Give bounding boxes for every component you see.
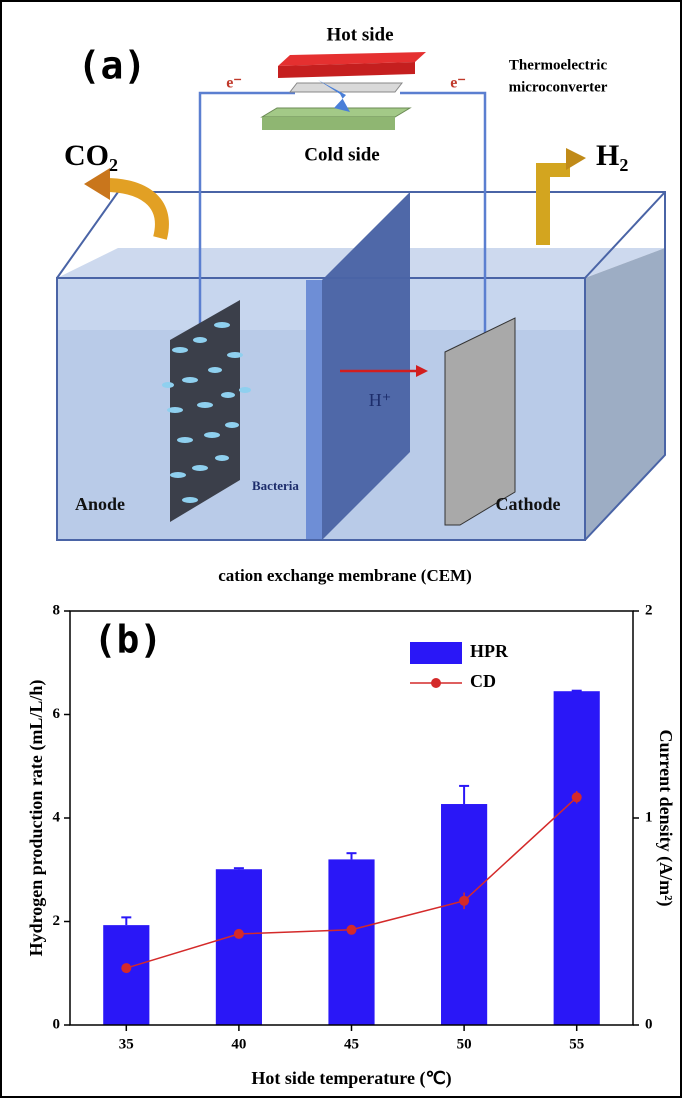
y-tick-label: 0 (53, 1016, 61, 1032)
label: Bacteria (252, 478, 299, 493)
label: e⁻ (450, 75, 466, 92)
legend-label: CD (470, 671, 496, 691)
label: Thermoelectric (509, 57, 608, 73)
label: Cold side (304, 144, 380, 165)
panel-label: (b) (94, 618, 163, 662)
point (234, 929, 244, 939)
element (290, 83, 402, 92)
label: Cathode (495, 494, 560, 514)
panel-label: (a) (78, 44, 147, 88)
cold-plate (262, 108, 410, 117)
label: Hot side (326, 24, 393, 45)
legend-swatch (410, 642, 462, 664)
legend-label: HPR (470, 641, 509, 661)
x-axis-label: Hot side temperature (℃) (251, 1068, 451, 1089)
x-tick-label: 35 (119, 1036, 134, 1052)
point (347, 925, 357, 935)
caption: cation exchange membrane (CEM) (218, 566, 472, 585)
label: microconverter (509, 79, 608, 95)
legend-marker (431, 678, 441, 688)
x-tick-label: 50 (457, 1036, 472, 1052)
y-tick-label: 8 (53, 602, 61, 618)
point (121, 963, 131, 973)
y2-tick-label: 0 (645, 1016, 653, 1032)
y-axis-label: Hydrogen production rate (mL/L/h) (26, 680, 47, 957)
bar (441, 804, 487, 1025)
label: Anode (75, 494, 125, 514)
x-tick-label: 45 (344, 1036, 359, 1052)
y-tick-label: 2 (53, 913, 61, 929)
cold-plate-side (262, 117, 395, 130)
y-tick-label: 6 (53, 706, 61, 722)
y2-tick-label: 1 (645, 809, 653, 825)
bar (216, 869, 262, 1025)
x-tick-label: 55 (569, 1036, 584, 1052)
y2-tick-label: 2 (645, 602, 653, 618)
point (459, 896, 469, 906)
x-tick-label: 40 (231, 1036, 246, 1052)
figure: (a) Hot side Thermoelectric microconvert… (0, 0, 683, 1099)
label: H₂ (596, 139, 628, 172)
bar (554, 691, 600, 1025)
y-tick-label: 4 (53, 809, 61, 825)
bar (103, 925, 149, 1025)
bar (328, 859, 374, 1025)
membrane-edge (306, 280, 322, 540)
label: H⁺ (369, 390, 392, 410)
y2-axis-label: Current density (A/m²) (655, 729, 676, 906)
label: CO₂ (64, 139, 118, 172)
point (572, 792, 582, 802)
label: e⁻ (226, 75, 242, 92)
